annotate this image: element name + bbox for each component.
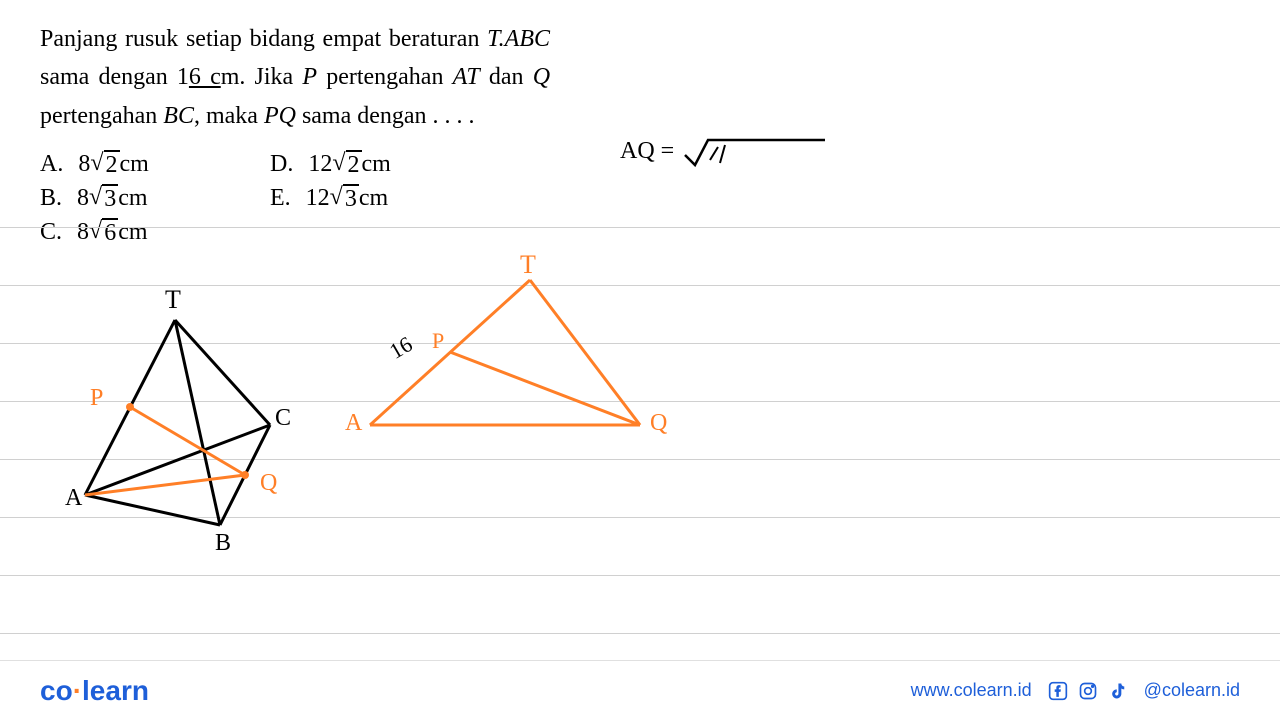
social-icons bbox=[1047, 680, 1129, 702]
logo-dot-icon: · bbox=[73, 675, 82, 706]
question-line3-p2: dan bbox=[480, 64, 533, 90]
question-line2-mid: sama dengan 1 bbox=[40, 64, 189, 90]
question-PQ: PQ bbox=[264, 103, 296, 129]
question-line3-p1: pertengahan bbox=[326, 64, 452, 90]
colearn-logo: co·learn bbox=[40, 675, 149, 707]
logo-learn: learn bbox=[82, 675, 149, 706]
question-text: Panjang rusuk setiap bidang empat beratu… bbox=[40, 20, 550, 135]
footer-handle: @colearn.id bbox=[1144, 680, 1240, 701]
footer-right: www.colearn.id @colearn.id bbox=[911, 680, 1240, 702]
logo-co: co bbox=[40, 675, 73, 706]
question-P: P bbox=[302, 64, 317, 90]
question-line3-p3: pertengahan bbox=[40, 103, 163, 129]
tiktok-icon bbox=[1107, 680, 1129, 702]
question-Q: Q bbox=[533, 64, 550, 90]
instagram-icon bbox=[1077, 680, 1099, 702]
footer-website: www.colearn.id bbox=[911, 680, 1032, 701]
question-line4-rest: sama dengan . . . . bbox=[296, 103, 475, 129]
question-line1: Panjang rusuk setiap bidang empat beratu… bbox=[40, 26, 479, 52]
question-underlined: 6 c bbox=[189, 64, 221, 90]
ruled-lines-background bbox=[0, 170, 1280, 634]
facebook-icon bbox=[1047, 680, 1069, 702]
question-TABC: T.ABC bbox=[487, 26, 550, 52]
question-AT: AT bbox=[453, 64, 480, 90]
question-line2-suffix: m. Jika bbox=[221, 64, 303, 90]
footer: co·learn www.colearn.id @colearn.id bbox=[0, 660, 1280, 720]
question-BC: BC bbox=[163, 103, 194, 129]
question-line3-p4: , maka bbox=[194, 103, 258, 129]
